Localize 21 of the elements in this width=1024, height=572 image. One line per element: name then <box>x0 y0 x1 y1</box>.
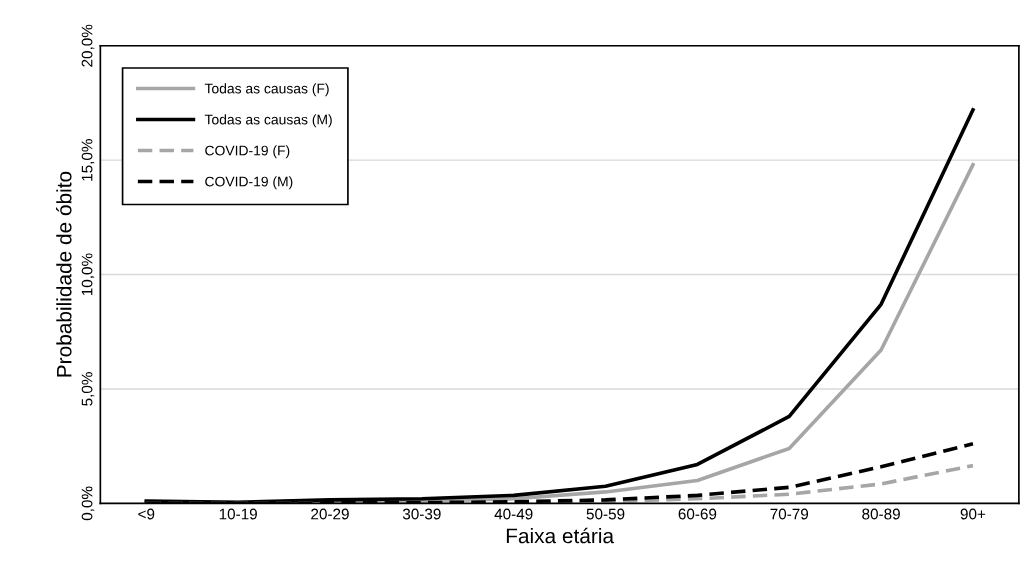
legend-label: Todas as causas (F) <box>204 83 329 97</box>
legend-label: COVID-19 (M) <box>205 176 293 190</box>
x-axis-title: Faixa etária <box>506 527 615 544</box>
y-tick-label: 15,0% <box>81 139 95 181</box>
x-tick-label: 50-59 <box>586 508 625 520</box>
x-tick-label: 10-19 <box>219 508 257 520</box>
y-tick-label: 0,0% <box>81 486 95 521</box>
x-tick-label: 90+ <box>960 508 986 520</box>
x-tick-label: 80-89 <box>862 508 900 520</box>
x-tick-label: 70-79 <box>770 508 809 520</box>
x-tick-label: 20-29 <box>311 508 349 520</box>
y-tick-label: 10,0% <box>81 253 95 296</box>
x-tick-label: 60-69 <box>678 508 717 520</box>
x-tick-label: 40-49 <box>494 508 533 520</box>
y-tick-label: 5,0% <box>81 372 95 406</box>
y-axis-title: Probabilidade de óbito <box>56 171 72 377</box>
y-tick-label: 20,0% <box>81 24 95 67</box>
x-tick-label: <9 <box>138 508 155 520</box>
x-tick-label: 30-39 <box>402 508 441 520</box>
legend-label: COVID-19 (F) <box>205 145 290 159</box>
legend-label: Todas as causas (M) <box>204 114 332 128</box>
